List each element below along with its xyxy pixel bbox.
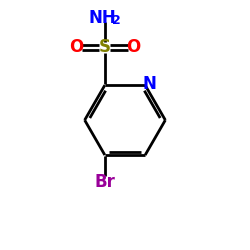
Text: 2: 2 (112, 14, 121, 27)
Text: N: N (143, 75, 156, 93)
Text: O: O (70, 38, 84, 56)
Text: O: O (126, 38, 140, 56)
Text: S: S (99, 38, 111, 56)
Text: Br: Br (94, 173, 115, 191)
Text: NH: NH (88, 9, 116, 27)
